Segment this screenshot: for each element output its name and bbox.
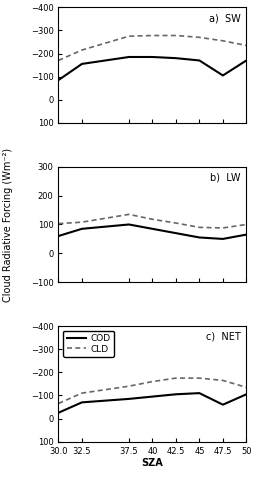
Legend: COD, CLD: COD, CLD [63,331,114,357]
COD [245,232,248,238]
COD [128,54,131,60]
CLD [221,378,225,384]
X-axis label: SZA: SZA [141,458,163,468]
COD [81,400,84,406]
COD [128,222,131,227]
COD [81,61,84,67]
CLD [174,220,178,226]
COD [128,396,131,402]
Line: COD: COD [58,393,246,413]
CLD [198,35,201,41]
CLD [198,375,201,381]
COD [221,73,225,79]
CLD [151,379,154,385]
CLD [198,224,201,230]
COD [151,226,154,232]
CLD [128,211,131,217]
Line: CLD: CLD [58,378,246,404]
CLD [221,38,225,44]
CLD [81,47,84,53]
Text: b)  LW: b) LW [210,172,241,183]
CLD [174,375,178,381]
COD [221,402,225,407]
Line: COD: COD [58,57,246,80]
COD [174,55,178,61]
CLD [57,401,60,407]
CLD [81,219,84,225]
CLD [128,383,131,389]
CLD [174,33,178,39]
CLD [245,385,248,390]
CLD [151,216,154,222]
COD [174,230,178,236]
COD [81,226,84,232]
CLD [57,58,60,63]
CLD [151,33,154,39]
Text: a)  SW: a) SW [209,13,241,23]
COD [57,233,60,239]
COD [245,58,248,63]
COD [221,236,225,242]
COD [174,391,178,397]
COD [57,410,60,416]
COD [198,58,201,63]
COD [198,390,201,396]
Line: CLD: CLD [58,36,246,61]
COD [198,235,201,241]
CLD [221,225,225,231]
COD [57,77,60,83]
Text: c)  NET: c) NET [206,332,241,342]
COD [151,54,154,60]
COD [151,394,154,400]
CLD [57,221,60,226]
CLD [245,222,248,227]
Line: COD: COD [58,224,246,239]
Text: Cloud Radiative Forcing (Wm⁻²): Cloud Radiative Forcing (Wm⁻²) [3,147,13,302]
CLD [128,33,131,39]
CLD [81,390,84,396]
Line: CLD: CLD [58,214,246,228]
COD [245,391,248,397]
CLD [245,42,248,48]
